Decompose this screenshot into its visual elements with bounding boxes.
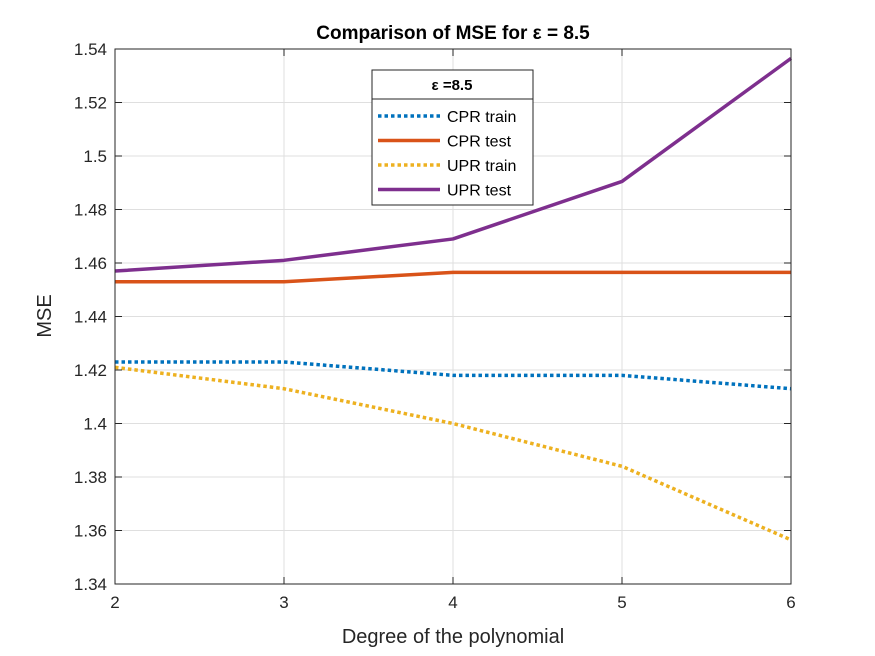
legend-title: ε =8.5 <box>432 77 473 94</box>
legend-label: CPR test <box>447 134 512 151</box>
x-tick-label: 3 <box>279 593 288 612</box>
series-line-upr-test <box>114 56 793 273</box>
x-tick-label: 5 <box>617 593 626 612</box>
legend-entries: CPR train CPR test UPR train UPR test <box>378 109 516 200</box>
y-tick-label: 1.44 <box>74 308 107 327</box>
y-tick-label: 1.42 <box>74 361 107 380</box>
x-axis-label: Degree of the polynomial <box>342 626 564 648</box>
series-line-upr-train <box>114 365 792 542</box>
y-tick-label: 1.52 <box>74 94 107 113</box>
x-tick-label: 6 <box>786 593 795 612</box>
y-tick-label: 1.5 <box>83 147 107 166</box>
y-tick-label: 1.54 <box>74 40 107 59</box>
series-line-cpr-train <box>115 360 792 391</box>
legend-box <box>371 69 534 206</box>
y-tick-label: 1.46 <box>74 254 107 273</box>
y-tick-label: 1.34 <box>74 575 107 594</box>
series-line-cpr-test <box>115 270 791 284</box>
axis-ticks: 2 3 4 5 6 1.34 1.36 1.38 1.4 1.42 1.44 1.46 1.48 1.5 1… <box>74 40 796 612</box>
x-tick-label: 2 <box>110 593 119 612</box>
y-axis-label: MSE <box>34 294 56 337</box>
legend-label: CPR train <box>447 109 516 126</box>
x-tick-label: 4 <box>448 593 457 612</box>
legend-label: UPR train <box>447 158 516 175</box>
y-tick-label: 1.4 <box>83 415 107 434</box>
y-tick-label: 1.36 <box>74 522 107 541</box>
series-lines <box>114 56 793 542</box>
legend-label: UPR test <box>447 183 512 200</box>
y-tick-label: 1.38 <box>74 468 107 487</box>
y-tick-label: 1.48 <box>74 201 107 220</box>
legend: ε =8.5 CPR train CPR test UPR train UPR tes… <box>371 69 534 206</box>
chart-title: Comparison of MSE for ε = 8.5 <box>316 23 590 44</box>
